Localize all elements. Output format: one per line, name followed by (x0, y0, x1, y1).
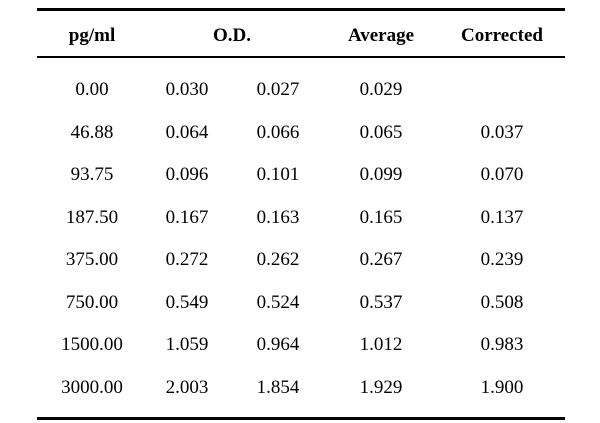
table-row: 750.00 0.549 0.524 0.537 0.508 (37, 282, 565, 325)
cell-corrected: 0.070 (480, 164, 524, 186)
cell-average: 1.929 (359, 376, 403, 398)
header-od: O.D. (213, 24, 251, 46)
cell-average: 0.029 (359, 79, 403, 101)
cell-od-2: 1.854 (256, 376, 300, 398)
cell-od-1: 2.003 (165, 376, 209, 398)
cell-pg-ml: 0.00 (75, 79, 109, 101)
cell-corrected: 0.137 (480, 206, 524, 228)
cell-od-2: 0.101 (256, 164, 300, 186)
standard-curve-table: pg/ml O.D. Average Corrected 0.00 0.030 … (37, 8, 565, 420)
cell-od-2: 0.027 (256, 79, 300, 101)
cell-od-1: 1.059 (165, 334, 209, 356)
table-body: 0.00 0.030 0.027 0.029 46.88 0.064 0.066… (37, 58, 565, 417)
cell-od-1: 0.096 (165, 164, 209, 186)
table-row: 1500.00 1.059 0.964 1.012 0.983 (37, 324, 565, 367)
cell-average: 0.267 (359, 249, 403, 271)
cell-corrected (452, 69, 552, 112)
table-row: 93.75 0.096 0.101 0.099 0.070 (37, 154, 565, 197)
cell-average: 0.165 (359, 206, 403, 228)
cell-od-2: 0.066 (256, 121, 300, 143)
cell-average: 0.537 (359, 291, 403, 313)
table-row: 3000.00 2.003 1.854 1.929 1.900 (37, 367, 565, 410)
cell-pg-ml: 375.00 (65, 249, 119, 271)
cell-average: 1.012 (359, 334, 403, 356)
cell-od-2: 0.964 (256, 334, 300, 356)
header-average: Average (347, 24, 415, 46)
cell-corrected: 0.037 (480, 121, 524, 143)
cell-average: 0.065 (359, 121, 403, 143)
cell-pg-ml: 750.00 (65, 291, 119, 313)
header-corrected: Corrected (461, 24, 543, 46)
cell-corrected: 0.508 (480, 291, 524, 313)
table-row: 375.00 0.272 0.262 0.267 0.239 (37, 239, 565, 282)
cell-od-1: 0.064 (165, 121, 209, 143)
cell-od-1: 0.030 (165, 79, 209, 101)
cell-od-2: 0.262 (256, 249, 300, 271)
cell-od-1: 0.167 (165, 206, 209, 228)
cell-od-2: 0.524 (256, 291, 300, 313)
cell-pg-ml: 93.75 (70, 164, 114, 186)
cell-corrected: 0.983 (480, 334, 524, 356)
cell-od-2: 0.163 (256, 206, 300, 228)
cell-pg-ml: 1500.00 (61, 334, 123, 356)
table-row: 0.00 0.030 0.027 0.029 (37, 69, 565, 112)
table-row: 46.88 0.064 0.066 0.065 0.037 (37, 112, 565, 155)
table-bottom-rule (37, 417, 565, 420)
table-header-rule (37, 56, 565, 58)
table-header-row: pg/ml O.D. Average Corrected (37, 11, 565, 56)
header-pg-ml: pg/ml (68, 24, 116, 46)
cell-pg-ml: 187.50 (65, 206, 119, 228)
cell-average: 0.099 (359, 164, 403, 186)
cell-corrected: 1.900 (480, 376, 524, 398)
cell-corrected: 0.239 (480, 249, 524, 271)
cell-od-1: 0.272 (165, 249, 209, 271)
table-row: 187.50 0.167 0.163 0.165 0.137 (37, 197, 565, 240)
cell-pg-ml: 3000.00 (61, 376, 123, 398)
cell-pg-ml: 46.88 (70, 121, 114, 143)
cell-od-1: 0.549 (165, 291, 209, 313)
table-top-rule (37, 8, 565, 11)
